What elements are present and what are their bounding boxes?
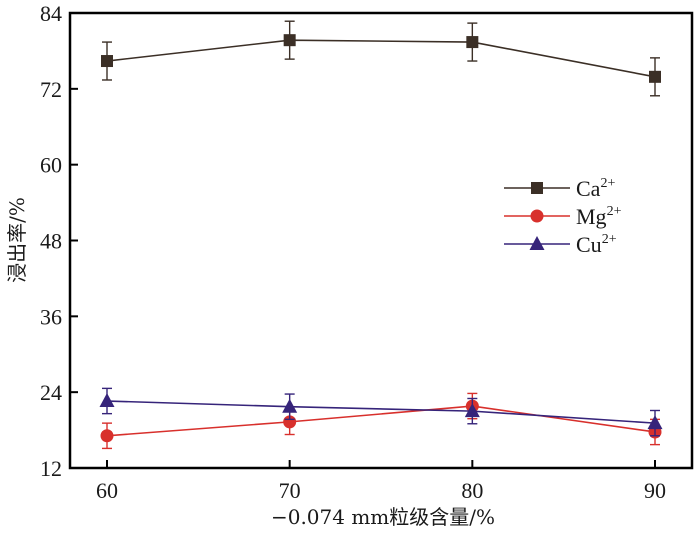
legend: Ca2+Mg2+Cu2+	[504, 176, 622, 257]
y-tick-label: 60	[40, 153, 62, 178]
legend-marker	[530, 209, 544, 223]
plot-marks	[99, 20, 663, 450]
data-point	[99, 393, 115, 408]
legend-ion-charge: 2+	[600, 176, 615, 191]
x-axis-title: −0.074 mm粒级含量/%	[271, 505, 495, 529]
y-tick-label: 84	[40, 1, 62, 26]
legend-ion-charge: 2+	[602, 232, 617, 247]
x-tick-label: 60	[96, 478, 118, 503]
y-tick-label: 48	[40, 229, 62, 254]
data-point	[466, 36, 479, 49]
y-tick-label: 12	[40, 456, 62, 481]
legend-item-mg: Mg2+	[504, 204, 622, 229]
series-line	[106, 400, 656, 424]
legend-item-ca: Ca2+	[504, 176, 615, 201]
series-mg	[100, 392, 662, 450]
data-point	[282, 398, 298, 413]
legend-label: Cu2+	[576, 232, 617, 257]
axis-ticks: 60 70 80 90 12 24 36 48 60 72 84	[40, 1, 666, 503]
legend-item-cu: Cu2+	[504, 232, 617, 257]
data-point	[647, 415, 663, 430]
legend-ion-charge: 2+	[607, 204, 622, 219]
y-tick-label: 36	[40, 304, 62, 329]
legend-marker	[529, 236, 545, 250]
series-cu	[99, 387, 663, 437]
legend-label: Mg2+	[576, 204, 622, 229]
series-line	[106, 405, 656, 437]
x-tick-label: 70	[279, 478, 301, 503]
data-point	[649, 70, 661, 83]
x-tick-label: 90	[644, 478, 666, 503]
series-ca	[101, 20, 661, 97]
series-line	[106, 39, 656, 78]
legend-ion-name: Mg	[576, 204, 607, 229]
legend-label: Ca2+	[576, 176, 615, 201]
data-point	[100, 429, 114, 443]
legend-marker	[531, 182, 543, 194]
x-tick-label: 80	[461, 478, 483, 503]
data-point	[283, 34, 296, 47]
legend-ion-name: Ca	[576, 176, 601, 201]
y-axis-title: 浸出率/%	[5, 197, 29, 283]
y-tick-label: 72	[40, 77, 62, 102]
y-tick-label: 24	[40, 380, 62, 405]
legend-ion-name: Cu	[576, 232, 602, 257]
data-point	[101, 55, 113, 68]
data-point	[283, 415, 297, 429]
data-point	[464, 403, 480, 418]
